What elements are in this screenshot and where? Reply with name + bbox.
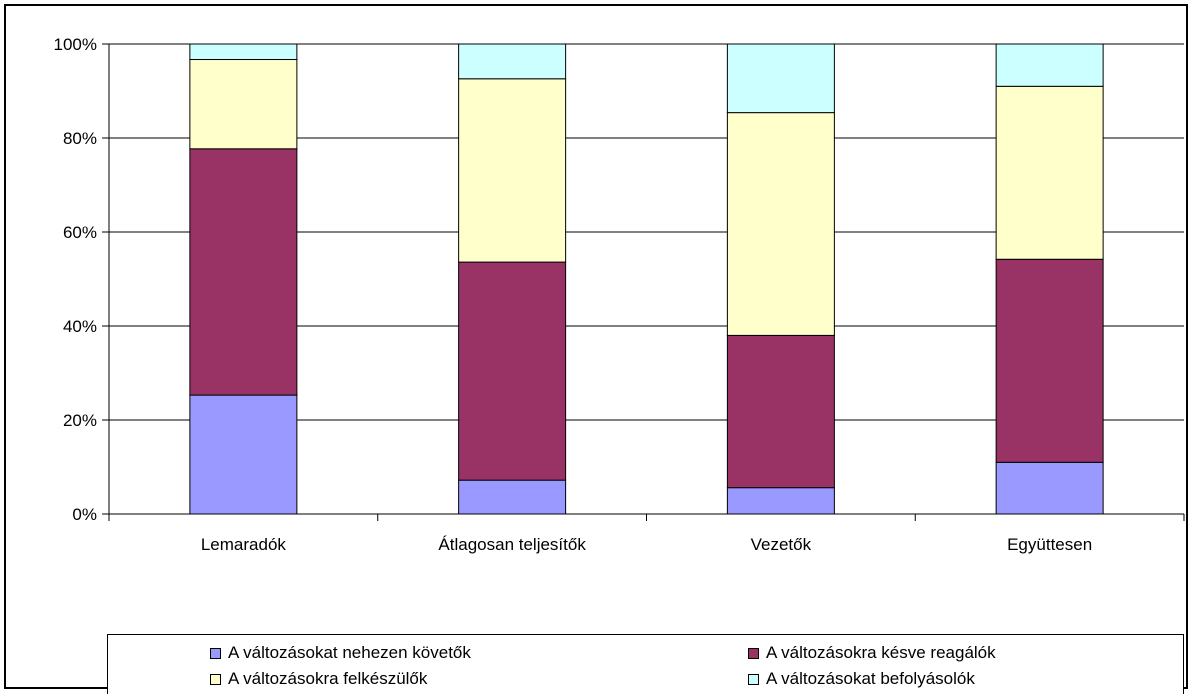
x-category-label: Átlagosan teljesítők <box>438 535 586 554</box>
bar-segment <box>727 335 834 487</box>
bar-segment <box>996 259 1103 462</box>
x-category-label: Vezetők <box>751 535 812 554</box>
legend-swatch-befolyasolok <box>748 674 759 685</box>
y-tick-label: 100% <box>54 35 97 54</box>
bar-segment <box>459 79 566 262</box>
x-category-label: Együttesen <box>1007 535 1092 554</box>
legend-label-kesve-reagalok: A változásokra késve reagálók <box>766 643 996 663</box>
legend-item-befolyasolok: A változásokat befolyásolók <box>748 669 975 689</box>
y-tick-label: 40% <box>63 317 97 336</box>
legend-label-felkeszulok: A változásokra felkészülők <box>228 669 427 689</box>
bar-segment <box>459 262 566 480</box>
y-tick-label: 80% <box>63 129 97 148</box>
bar-segment <box>459 44 566 79</box>
bar-segment <box>190 60 297 149</box>
legend-swatch-nehezen-kovetok <box>210 648 221 659</box>
x-category-label: Lemaradók <box>201 535 287 554</box>
legend-item-felkeszulok: A változásokra felkészülők <box>210 669 427 689</box>
bar-segment <box>996 44 1103 86</box>
y-tick-label: 60% <box>63 223 97 242</box>
bar-segment <box>190 44 297 60</box>
stacked-bar-chart: 0% 20% 40% 60% 80% 100% Lemaradók Átlagosan tel… <box>6 6 1190 691</box>
bar-segment <box>727 488 834 514</box>
chart-frame: 0% 20% 40% 60% 80% 100% Lemaradók Átlagosan tel… <box>4 4 1188 689</box>
legend-swatch-felkeszulok <box>210 674 221 685</box>
bar-segment <box>996 86 1103 259</box>
bar-segment <box>727 44 834 113</box>
legend-item-nehezen-kovetok: A változásokat nehezen követők <box>210 643 471 663</box>
legend-label-nehezen-kovetok: A változásokat nehezen követők <box>228 643 471 663</box>
chart-legend: A változásokat nehezen követők A változá… <box>107 634 1184 694</box>
bar-segment <box>459 480 566 514</box>
bar-segment <box>190 149 297 395</box>
bar-segment <box>996 462 1103 514</box>
legend-item-kesve-reagalok: A változásokra késve reagálók <box>748 643 996 663</box>
legend-label-befolyasolok: A változásokat befolyásolók <box>766 669 975 689</box>
y-tick-label: 0% <box>72 505 97 524</box>
legend-swatch-kesve-reagalok <box>748 648 759 659</box>
bar-segment <box>190 395 297 514</box>
y-tick-label: 20% <box>63 411 97 430</box>
bar-segment <box>727 113 834 336</box>
